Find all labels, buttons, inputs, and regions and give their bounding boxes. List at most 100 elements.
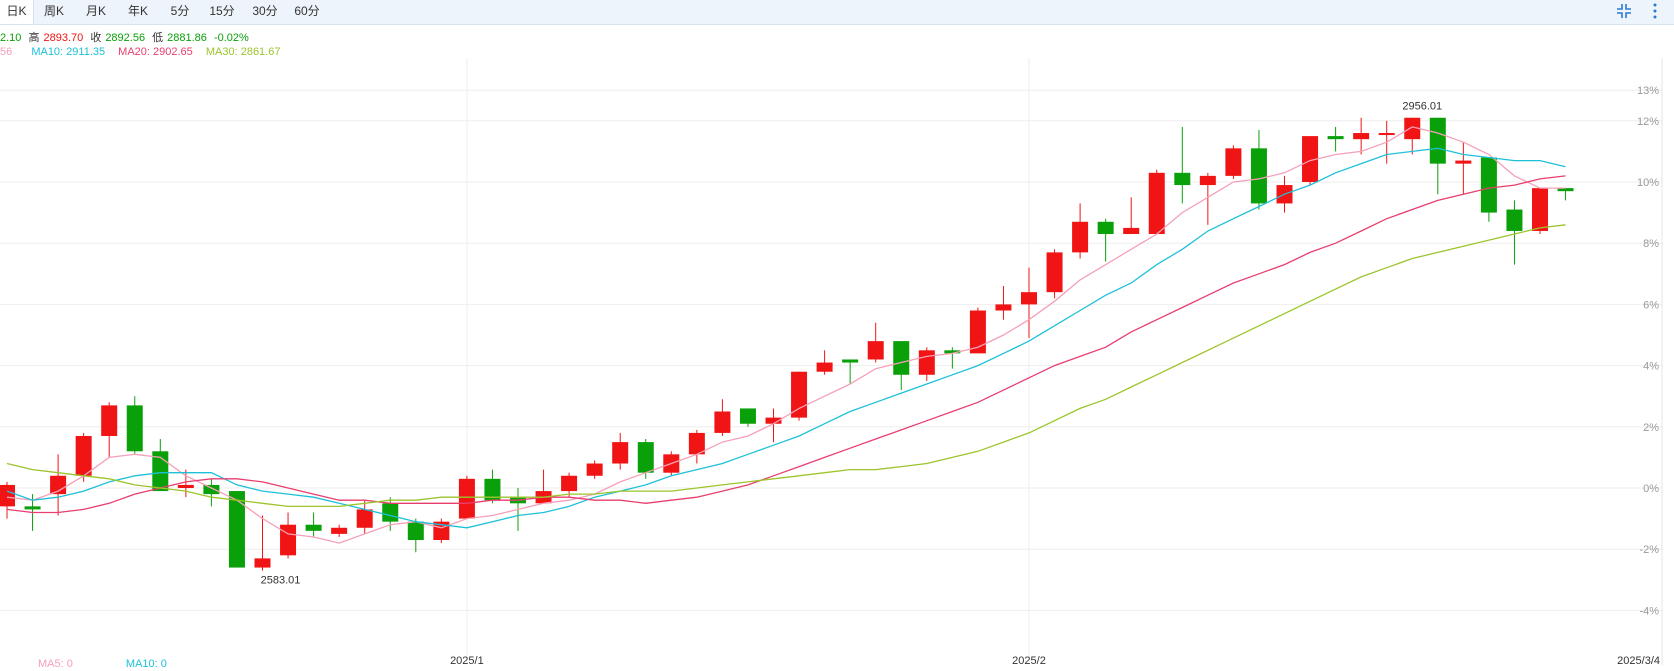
candle-body — [612, 442, 629, 464]
high-value: 2893.70 — [43, 32, 84, 44]
candle-body — [842, 359, 859, 363]
y-tick-label: 13% — [1637, 85, 1659, 97]
candle-body — [203, 484, 220, 495]
extreme-price-label: 2956.01 — [1402, 101, 1442, 113]
low-value: 2881.86 — [167, 32, 207, 44]
candle-body — [561, 475, 578, 492]
ma10-legend: MA10: 2911.35 — [31, 46, 106, 58]
x-tick-label: 2025/2 — [1012, 655, 1046, 665]
candle-body — [1378, 133, 1395, 136]
change-percent: -0.02% — [213, 32, 249, 44]
candle-body — [382, 503, 399, 522]
open-value: 2.10 — [0, 32, 22, 44]
y-tick-label: 10% — [1637, 177, 1659, 189]
candle-body — [739, 408, 756, 424]
candle-body — [1429, 117, 1446, 164]
candle-body — [254, 558, 271, 568]
close-label: 收 — [90, 32, 102, 44]
candle-body — [1455, 160, 1472, 164]
ohlc-info-line: 2.10 高 2893.70 收 2892.56 低 2881.86 -0.02% — [0, 31, 253, 45]
candle-body — [1046, 252, 1063, 293]
candle-body — [126, 405, 143, 452]
candle-body — [918, 350, 935, 375]
candle-body — [791, 371, 808, 418]
candle-body — [1174, 172, 1191, 186]
candle-body — [1097, 221, 1114, 235]
candle-body — [1148, 172, 1165, 235]
candle-body — [152, 451, 169, 492]
ma-line-ma10 — [6, 147, 1566, 529]
candle-body — [1404, 117, 1421, 140]
candle-body — [407, 521, 424, 541]
tab-5min[interactable]: 5分 — [170, 4, 190, 18]
volume-ma5-legend: MA5: 0 — [38, 658, 73, 670]
volume-legend: MA5: 0 MA10: 0 — [38, 657, 171, 671]
shrink-icon[interactable] — [1616, 0, 1636, 24]
y-tick-label: 0% — [1643, 483, 1659, 495]
x-tick-label: 2025/1 — [450, 655, 484, 665]
tab-week-k[interactable]: 周K — [43, 4, 64, 18]
candle-body — [765, 417, 782, 424]
candle-body — [1532, 188, 1548, 231]
candle-body — [637, 442, 654, 473]
ma-line-ma20 — [6, 175, 1566, 514]
candle-body — [1250, 148, 1267, 204]
y-tick-label: 8% — [1643, 238, 1659, 250]
candle-body — [1480, 157, 1497, 213]
candle-body — [24, 506, 41, 510]
candle-body — [816, 362, 833, 372]
candle-body — [75, 435, 92, 476]
ma5-value: 56 — [0, 46, 13, 58]
ma-info-line: 56 MA10: 2911.35 MA20: 2902.65 MA30: 286… — [0, 45, 284, 59]
candle-body — [484, 478, 501, 501]
candle-body — [893, 341, 910, 375]
candle-body — [101, 405, 118, 436]
more-vertical-icon[interactable] — [1652, 0, 1666, 24]
tab-day-k[interactable]: 日K — [0, 0, 34, 24]
candle-body — [1199, 175, 1216, 186]
ma20-legend: MA20: 2902.65 — [118, 46, 193, 58]
period-tab-bar: 日K 周K 月K 年K 5分 15分 30分 60分 — [0, 0, 1674, 25]
tab-60min[interactable]: 60分 — [294, 4, 320, 18]
tab-15min[interactable]: 15分 — [209, 4, 235, 18]
candle-body — [586, 463, 603, 476]
candle-body — [1302, 136, 1319, 182]
candle-body — [1072, 221, 1089, 253]
close-value: 2892.56 — [105, 32, 146, 44]
candle-body — [995, 304, 1012, 311]
ma-line-ma30 — [6, 224, 1566, 508]
candle-body — [1557, 188, 1574, 192]
y-tick-label: -2% — [1639, 544, 1659, 556]
y-tick-label: 2% — [1643, 422, 1659, 434]
candle-body — [331, 527, 348, 534]
candle-body — [1327, 136, 1344, 140]
candle-body — [1021, 292, 1037, 305]
candle-body — [177, 484, 194, 488]
tab-30min[interactable]: 30分 — [252, 4, 278, 18]
candle-body — [458, 478, 475, 519]
ma-line-ma5 — [6, 126, 1566, 544]
high-label: 高 — [28, 32, 40, 44]
candle-body — [356, 509, 373, 528]
candle-body — [688, 432, 705, 455]
candle-body — [1353, 133, 1370, 140]
candle-body — [1225, 148, 1242, 176]
y-tick-label: 6% — [1643, 299, 1659, 311]
candle-body — [50, 475, 67, 495]
candle-body — [944, 350, 961, 354]
candle-body — [305, 524, 322, 531]
candle-body — [867, 341, 884, 360]
candle-body — [1506, 209, 1523, 231]
candle-body — [0, 484, 15, 507]
x-tick-label: 2025/3/4 — [1617, 655, 1660, 665]
candle-body — [714, 411, 731, 433]
volume-ma10-legend: MA10: 0 — [125, 658, 167, 670]
extreme-price-label: 2583.01 — [261, 575, 301, 587]
tab-month-k[interactable]: 月K — [85, 4, 106, 18]
low-label: 低 — [152, 32, 164, 44]
candlestick-chart[interactable]: 13% 12% 10% 8% 6% 4% 2% 0% -2% -4% 2025/1 2025/2 202… — [0, 58, 1674, 665]
y-tick-label: 4% — [1643, 361, 1659, 373]
tab-year-k[interactable]: 年K — [127, 4, 148, 18]
ma30-legend: MA30: 2861.67 — [205, 46, 281, 58]
y-tick-label: -4% — [1639, 605, 1659, 617]
